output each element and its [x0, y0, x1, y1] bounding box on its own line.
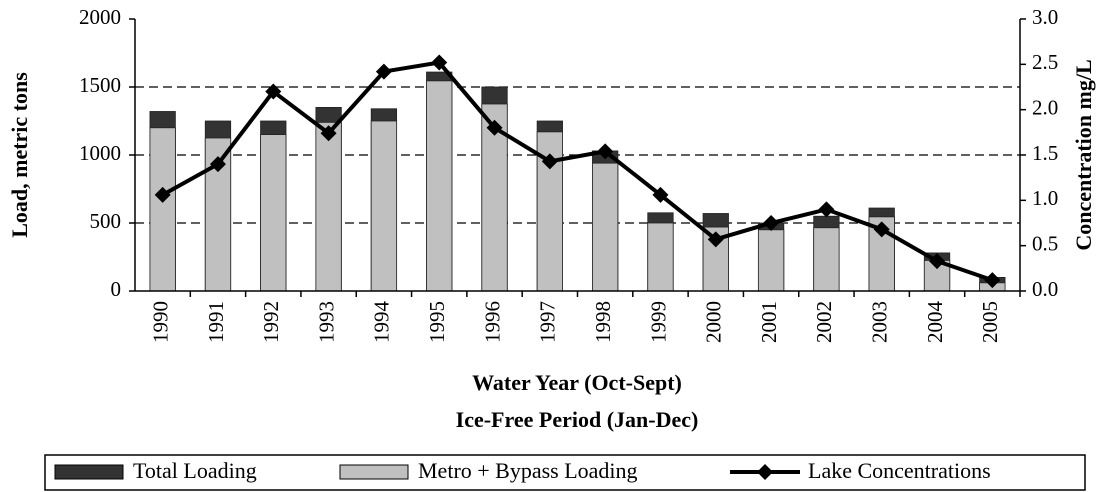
bar [260, 134, 287, 292]
point [763, 215, 780, 231]
legend-label: Total Loading [133, 458, 257, 483]
bar [370, 120, 398, 292]
legend-label: Lake Concentrations [808, 458, 991, 483]
bar [813, 227, 840, 292]
y2-tick-label: 0.0 [1032, 277, 1058, 301]
point [209, 156, 226, 173]
point [154, 186, 171, 203]
bar [315, 121, 342, 292]
point [984, 272, 1001, 289]
x-tick-label: 1997 [536, 301, 560, 343]
y-tick-label: 1500 [79, 73, 121, 97]
y2-axis-title: Concentration mg/L [1071, 59, 1096, 250]
y2-tick-label: 0.5 [1032, 231, 1058, 255]
bar [592, 162, 619, 292]
y2-tick-label: 1.0 [1032, 186, 1058, 210]
y-tick-label: 1000 [79, 141, 121, 165]
x-tick-label: 2005 [978, 301, 1002, 343]
y-tick-label: 0 [111, 277, 122, 301]
line [161, 60, 993, 283]
y-tick-label: 2000 [79, 5, 121, 29]
y2-tick-label: 2.0 [1032, 95, 1058, 119]
y-tick-label: 500 [90, 209, 122, 233]
bar [757, 229, 785, 292]
point [597, 143, 614, 160]
point [873, 221, 890, 238]
x-axis-title: Ice-Free Period (Jan-Dec) [456, 407, 699, 432]
point [265, 83, 282, 100]
point [320, 125, 337, 142]
point [486, 119, 503, 136]
x-tick-label: 1996 [480, 301, 504, 343]
x-tick-label: 2001 [757, 301, 781, 343]
x-tick-label: 1994 [370, 301, 394, 344]
x-tick-label: 1995 [425, 301, 449, 343]
point [375, 63, 392, 80]
x-tick-label: 2002 [812, 301, 836, 343]
point [431, 54, 448, 71]
point [652, 186, 669, 203]
point [541, 153, 558, 170]
y2-tick-label: 3.0 [1032, 5, 1058, 29]
legend-label: Metro + Bypass Loading [418, 458, 638, 483]
point [929, 253, 946, 270]
x-tick-label: 1998 [591, 301, 615, 343]
bar [868, 216, 895, 292]
x-axis-title: Water Year (Oct-Sept) [472, 370, 682, 395]
legend-swatch [339, 464, 409, 480]
bar [426, 80, 453, 292]
x-tick-label: 1993 [314, 301, 338, 343]
y2-tick-label: 1.5 [1032, 141, 1058, 165]
x-tick-label: 2004 [923, 301, 947, 344]
bar [647, 222, 674, 292]
y-axis-title: Load, metric tons [7, 72, 32, 238]
x-tick-label: 2003 [868, 301, 892, 343]
x-tick-label: 1990 [148, 301, 172, 343]
x-tick-label: 2000 [702, 301, 726, 343]
bar [149, 127, 176, 292]
legend-swatch [54, 464, 124, 480]
x-tick-label: 1992 [259, 301, 283, 343]
point [707, 231, 724, 248]
legend-swatch [757, 464, 773, 480]
legend-box [44, 454, 1086, 491]
point [818, 201, 835, 218]
x-tick-label: 1991 [204, 301, 228, 343]
x-tick-label: 1999 [646, 301, 670, 343]
y2-tick-label: 2.5 [1032, 50, 1058, 74]
